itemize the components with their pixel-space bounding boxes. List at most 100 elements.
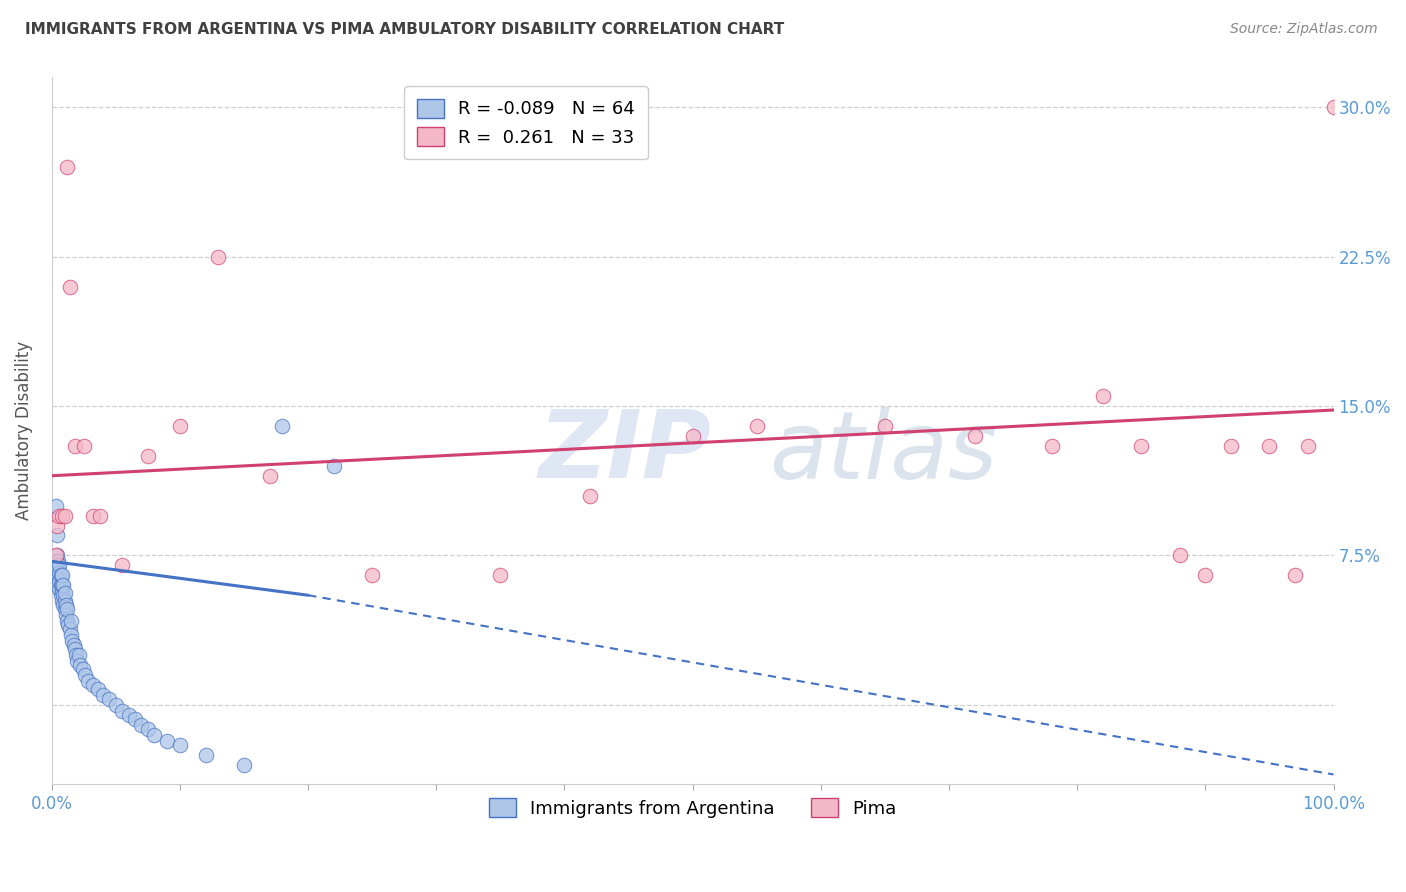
- Point: [45, 562, 67, 576]
- Point: [1130, 439, 1153, 453]
- Point: [45, 554, 67, 568]
- Point: [62, 638, 84, 652]
- Point: [51, 584, 73, 599]
- Point: [51, 568, 73, 582]
- Point: [1168, 549, 1191, 563]
- Point: [489, 568, 512, 582]
- Point: [56, 614, 79, 628]
- Point: [1220, 439, 1243, 453]
- Text: IMMIGRANTS FROM ARGENTINA VS PIMA AMBULATORY DISABILITY CORRELATION CHART: IMMIGRANTS FROM ARGENTINA VS PIMA AMBULA…: [25, 22, 785, 37]
- Point: [1194, 568, 1216, 582]
- Point: [44, 568, 66, 582]
- Point: [169, 419, 191, 434]
- Point: [82, 508, 104, 523]
- Text: Source: ZipAtlas.com: Source: ZipAtlas.com: [1230, 22, 1378, 37]
- Legend: Immigrants from Argentina, Pima: Immigrants from Argentina, Pima: [481, 791, 904, 825]
- Point: [49, 568, 72, 582]
- Point: [143, 728, 166, 742]
- Point: [233, 757, 256, 772]
- Point: [51, 594, 73, 608]
- Point: [65, 648, 87, 662]
- Point: [45, 499, 67, 513]
- Point: [1284, 568, 1306, 582]
- Point: [45, 558, 67, 573]
- Point: [73, 439, 96, 453]
- Point: [136, 722, 159, 736]
- Point: [745, 419, 768, 434]
- Point: [59, 628, 82, 642]
- Point: [48, 582, 70, 597]
- Point: [52, 578, 75, 592]
- Point: [49, 578, 72, 592]
- Point: [98, 691, 121, 706]
- Point: [46, 554, 69, 568]
- Text: ZIP: ZIP: [538, 406, 711, 498]
- Point: [53, 586, 76, 600]
- Point: [45, 528, 67, 542]
- Point: [67, 648, 90, 662]
- Point: [259, 468, 281, 483]
- Point: [55, 598, 77, 612]
- Point: [1091, 389, 1114, 403]
- Point: [131, 717, 153, 731]
- Point: [104, 698, 127, 712]
- Point: [111, 558, 134, 573]
- Point: [169, 738, 191, 752]
- Point: [87, 681, 110, 696]
- Point: [1040, 439, 1063, 453]
- Point: [322, 458, 344, 473]
- Point: [45, 549, 67, 563]
- Point: [136, 449, 159, 463]
- Point: [56, 602, 79, 616]
- Point: [579, 489, 602, 503]
- Point: [45, 568, 67, 582]
- Point: [89, 508, 111, 523]
- Point: [361, 568, 384, 582]
- Point: [48, 574, 70, 589]
- Point: [682, 429, 704, 443]
- Point: [48, 566, 70, 581]
- Point: [194, 747, 217, 762]
- Point: [56, 160, 79, 174]
- Y-axis label: Ambulatory Disability: Ambulatory Disability: [15, 342, 32, 521]
- Point: [59, 614, 82, 628]
- Point: [45, 549, 67, 563]
- Point: [873, 419, 896, 434]
- Point: [60, 634, 83, 648]
- Point: [48, 508, 70, 523]
- Point: [66, 654, 89, 668]
- Point: [207, 250, 229, 264]
- Point: [45, 518, 67, 533]
- Point: [963, 429, 986, 443]
- Point: [91, 688, 114, 702]
- Point: [46, 562, 69, 576]
- Point: [111, 704, 134, 718]
- Point: [76, 673, 98, 688]
- Point: [63, 642, 86, 657]
- Point: [156, 733, 179, 747]
- Point: [46, 568, 69, 582]
- Point: [46, 578, 69, 592]
- Point: [63, 439, 86, 453]
- Point: [69, 657, 91, 672]
- Point: [118, 707, 141, 722]
- Point: [59, 279, 82, 293]
- Point: [72, 662, 94, 676]
- Point: [124, 712, 146, 726]
- Point: [52, 598, 75, 612]
- Point: [271, 419, 294, 434]
- Point: [55, 608, 77, 623]
- Point: [82, 678, 104, 692]
- Point: [1322, 100, 1344, 114]
- Point: [53, 594, 76, 608]
- Point: [48, 558, 70, 573]
- Point: [53, 602, 76, 616]
- Point: [52, 588, 75, 602]
- Point: [49, 588, 72, 602]
- Point: [1258, 439, 1281, 453]
- Point: [51, 578, 73, 592]
- Text: atlas: atlas: [769, 407, 998, 498]
- Point: [58, 618, 80, 632]
- Point: [1296, 439, 1319, 453]
- Point: [53, 508, 76, 523]
